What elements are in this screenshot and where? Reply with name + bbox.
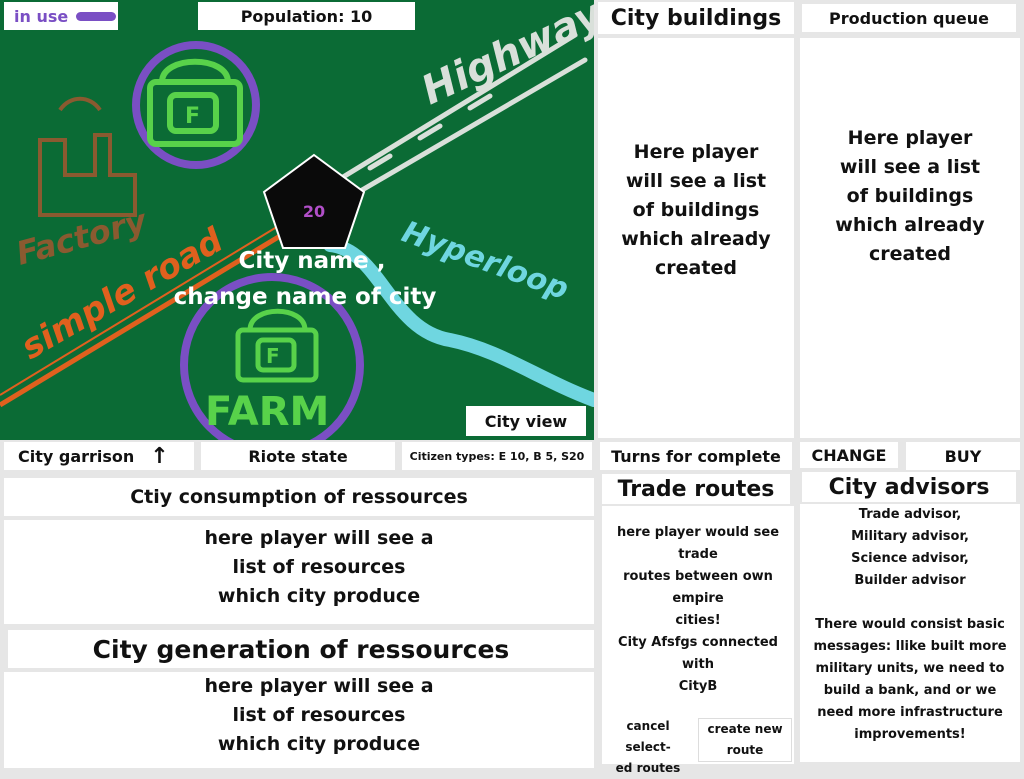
factory-sketch bbox=[38, 96, 137, 217]
list-item: will see a list bbox=[839, 156, 981, 178]
advisor-item-trade[interactable]: Trade advisor, bbox=[858, 507, 962, 522]
city-map[interactable]: Highway Hyperloop simple road Factory F bbox=[0, 0, 594, 440]
city-view-button[interactable]: City view bbox=[466, 406, 586, 436]
advisor-item-builder[interactable]: Builder advisor bbox=[854, 573, 966, 588]
city-marker bbox=[262, 153, 366, 249]
advisors-panel[interactable]: Trade advisor, Military advisor, Science… bbox=[800, 504, 1020, 762]
advisor-item-military[interactable]: Military advisor, bbox=[851, 529, 969, 544]
list-item: Here player bbox=[633, 141, 759, 163]
trade-routes-title: Trade routes bbox=[602, 474, 790, 504]
list-item: Here player bbox=[847, 127, 973, 149]
list-item: here player would see trade bbox=[616, 525, 780, 562]
highway-label: Highway bbox=[415, 0, 594, 114]
top-building-icon bbox=[147, 58, 243, 147]
list-item: routes between own empire bbox=[623, 569, 773, 606]
consumption-list[interactable]: here player will see a list of resources… bbox=[4, 520, 594, 624]
advisor-message-line: military units, we need to bbox=[815, 661, 1005, 676]
create-route-label-2: route bbox=[726, 743, 764, 757]
simple-road bbox=[0, 227, 292, 408]
list-item: will see a list bbox=[625, 170, 767, 192]
in-use-label: in use bbox=[14, 6, 69, 26]
production-queue-title-text: Production queue bbox=[829, 8, 989, 28]
spacer bbox=[800, 592, 1020, 614]
turns-label: Turns for complete bbox=[611, 446, 781, 466]
list-item: created bbox=[869, 243, 951, 265]
city-advisors-title: City advisors bbox=[802, 472, 1016, 502]
map-drawing: Highway Hyperloop simple road Factory F bbox=[0, 0, 594, 440]
citizen-types-indicator[interactable]: Citizen types: E 10, B 5, S20 bbox=[402, 442, 592, 470]
generation-list[interactable]: here player will see a list of resources… bbox=[4, 672, 594, 768]
riot-state-label: Riote state bbox=[248, 446, 348, 466]
city-buildings-title: City buildings bbox=[598, 2, 794, 34]
list-item: created bbox=[655, 257, 737, 279]
farm-ring bbox=[180, 273, 364, 440]
list-item: list of resources bbox=[232, 556, 406, 578]
list-item: here player will see a bbox=[204, 675, 434, 697]
cancel-routes-label-2: ed routes bbox=[615, 761, 681, 775]
list-item: which city produce bbox=[217, 733, 421, 755]
city-garrison-button[interactable]: City garrison ↑ bbox=[4, 442, 194, 470]
top-building-ring bbox=[132, 41, 260, 169]
city-name-line1: City name , bbox=[239, 248, 386, 274]
in-use-badge: in use bbox=[4, 2, 118, 30]
city-garrison-label: City garrison bbox=[18, 446, 135, 466]
advisor-item-science[interactable]: Science advisor, bbox=[851, 551, 969, 566]
list-item: which city produce bbox=[217, 585, 421, 607]
farm-building-icon bbox=[235, 308, 319, 383]
production-queue-list[interactable]: Here player will see a list of buildings… bbox=[800, 38, 1020, 438]
citizen-types-label: Citizen types: E 10, B 5, S20 bbox=[409, 449, 585, 463]
farm-label: FARM bbox=[205, 389, 329, 435]
city-buildings-title-text: City buildings bbox=[610, 5, 782, 31]
cancel-routes-button[interactable]: cancel select- ed routes bbox=[602, 714, 694, 775]
list-item: cities! bbox=[675, 613, 721, 628]
riot-state-indicator[interactable]: Riote state bbox=[201, 442, 395, 470]
list-item: which already bbox=[621, 228, 771, 250]
buy-button[interactable]: BUY bbox=[906, 442, 1020, 470]
consumption-title: Ctiy consumption of ressources bbox=[4, 478, 594, 516]
turns-to-complete: Turns for complete bbox=[600, 442, 792, 470]
cancel-routes-label-1: cancel select- bbox=[625, 719, 671, 754]
create-route-label-1: create new bbox=[707, 722, 783, 736]
list-item: which already bbox=[835, 214, 985, 236]
city-level: 20 bbox=[303, 202, 325, 221]
city-view-label: City view bbox=[484, 411, 568, 431]
population-counter: Population: 10 bbox=[198, 2, 415, 30]
list-item: CityB bbox=[678, 679, 718, 694]
city-buildings-list[interactable]: Here player will see a list of buildings… bbox=[598, 38, 794, 438]
city-name-line2: change name of city bbox=[174, 284, 437, 310]
list-item: here player will see a bbox=[204, 527, 434, 549]
advisor-message-line: need more infrastructure bbox=[817, 705, 1003, 720]
generation-title-text: City generation of ressources bbox=[92, 634, 510, 664]
create-route-button[interactable]: create new route bbox=[698, 718, 792, 762]
list-item: City Afsfgs connected with bbox=[618, 635, 778, 672]
svg-text:F: F bbox=[185, 104, 200, 129]
factory-label: Factory bbox=[12, 201, 151, 272]
list-item: of buildings bbox=[632, 199, 760, 221]
advisor-message-line: build a bank, and or we bbox=[823, 683, 997, 698]
advisor-message-line: improvements! bbox=[854, 727, 966, 742]
advisor-message-line: messages: llike built more bbox=[813, 639, 1007, 654]
change-label: CHANGE bbox=[811, 445, 887, 465]
highway-road bbox=[327, 32, 588, 203]
svg-text:F: F bbox=[266, 344, 280, 368]
hyperloop-track bbox=[323, 238, 594, 407]
advisor-message-line: There would consist basic bbox=[815, 617, 1005, 632]
list-item: list of resources bbox=[232, 704, 406, 726]
change-button[interactable]: CHANGE bbox=[800, 442, 898, 468]
city-advisors-title-text: City advisors bbox=[828, 474, 990, 500]
trade-routes-title-text: Trade routes bbox=[617, 476, 775, 502]
generation-title: City generation of ressources bbox=[8, 630, 594, 668]
up-arrow-icon: ↑ bbox=[150, 443, 169, 469]
in-use-color-swatch bbox=[76, 11, 117, 21]
consumption-title-text: Ctiy consumption of ressources bbox=[130, 486, 468, 508]
list-item: of buildings bbox=[846, 185, 974, 207]
buy-label: BUY bbox=[944, 446, 982, 466]
production-queue-title: Production queue bbox=[802, 4, 1016, 32]
population-label: Population: 10 bbox=[240, 6, 373, 26]
